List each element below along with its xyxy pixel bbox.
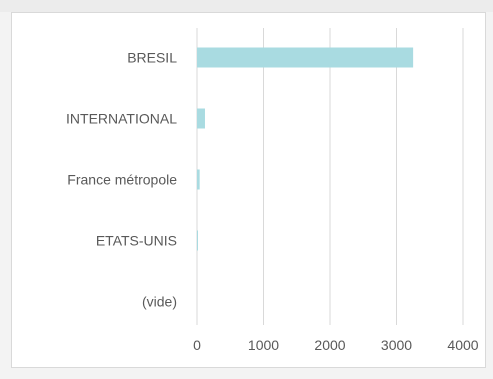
category-labels: BRESIL INTERNATIONAL France métropole ETATS… (66, 50, 177, 310)
x-tick-label: 0 (193, 337, 201, 353)
category-label: BRESIL (127, 50, 177, 66)
gridlines (196, 28, 464, 325)
category-label: ETATS-UNIS (96, 233, 177, 249)
category-label: (vide) (142, 294, 177, 310)
category-label: France métropole (67, 172, 177, 188)
x-tick-label: 3000 (381, 337, 412, 353)
x-tick-label: 2000 (314, 337, 345, 353)
x-axis-tick-labels: 0 1000 2000 3000 4000 (193, 337, 479, 353)
category-label: INTERNATIONAL (66, 111, 177, 127)
bar-etats-unis (197, 230, 198, 251)
bars (197, 47, 414, 251)
x-tick-label: 4000 (447, 337, 478, 353)
bar-bresil (197, 47, 414, 68)
bar-international (197, 108, 205, 129)
chart-area (11, 12, 486, 368)
x-tick-label: 1000 (248, 337, 279, 353)
bar-france-m-tropole (197, 169, 200, 190)
top-strip (0, 0, 493, 12)
